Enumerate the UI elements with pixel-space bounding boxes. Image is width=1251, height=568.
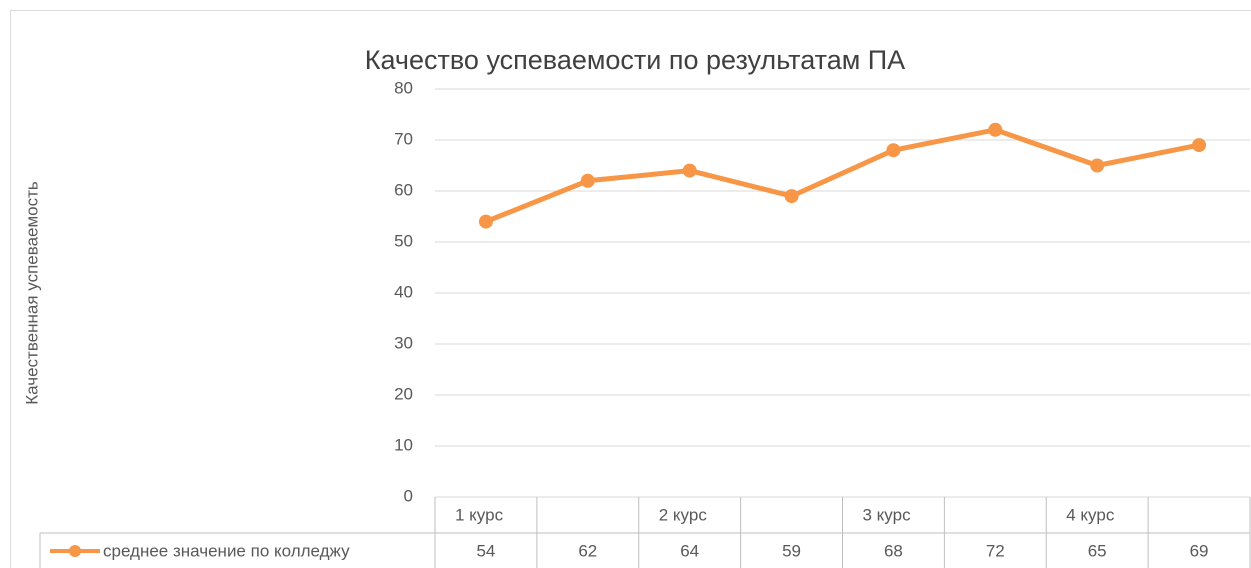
marker [580,173,595,188]
marker [886,143,901,158]
chart-border [10,10,1251,568]
table-value: 62 [578,541,597,560]
chart-title: Качество успеваемости по результатам ПА [365,45,905,75]
y-tick-label: 40 [394,282,413,301]
x-tick-label: 4 курс [1066,505,1115,524]
y-tick-label: 80 [394,78,413,97]
y-tick-label: 10 [394,435,413,454]
legend-label: среднее значение по колледжу [103,541,350,560]
table-value: 64 [680,541,699,560]
y-tick-label: 60 [394,180,413,199]
marker [1192,138,1207,153]
x-tick-label: 1 курс [455,505,504,524]
marker [1090,158,1105,173]
line [485,127,1200,224]
marker [784,189,799,204]
x-tick-label: 2 курс [659,505,708,524]
y-tick-label: 20 [394,384,413,403]
table-value: 68 [884,541,903,560]
table-value: 59 [782,541,801,560]
marker [682,163,697,178]
x-tick-label: 3 курс [863,505,912,524]
y-tick-label: 70 [394,129,413,148]
y-tick-label: 0 [404,486,413,505]
y-tick-label: 50 [394,231,413,250]
table-value: 69 [1190,541,1209,560]
legend-marker [69,545,81,557]
y-axis-title: Качественная успеваемость [22,181,41,405]
y-tick-label: 30 [394,333,413,352]
marker [478,214,493,229]
marker [988,122,1003,137]
table-value: 65 [1088,541,1107,560]
table-value: 72 [986,541,1005,560]
table-value: 54 [476,541,495,560]
